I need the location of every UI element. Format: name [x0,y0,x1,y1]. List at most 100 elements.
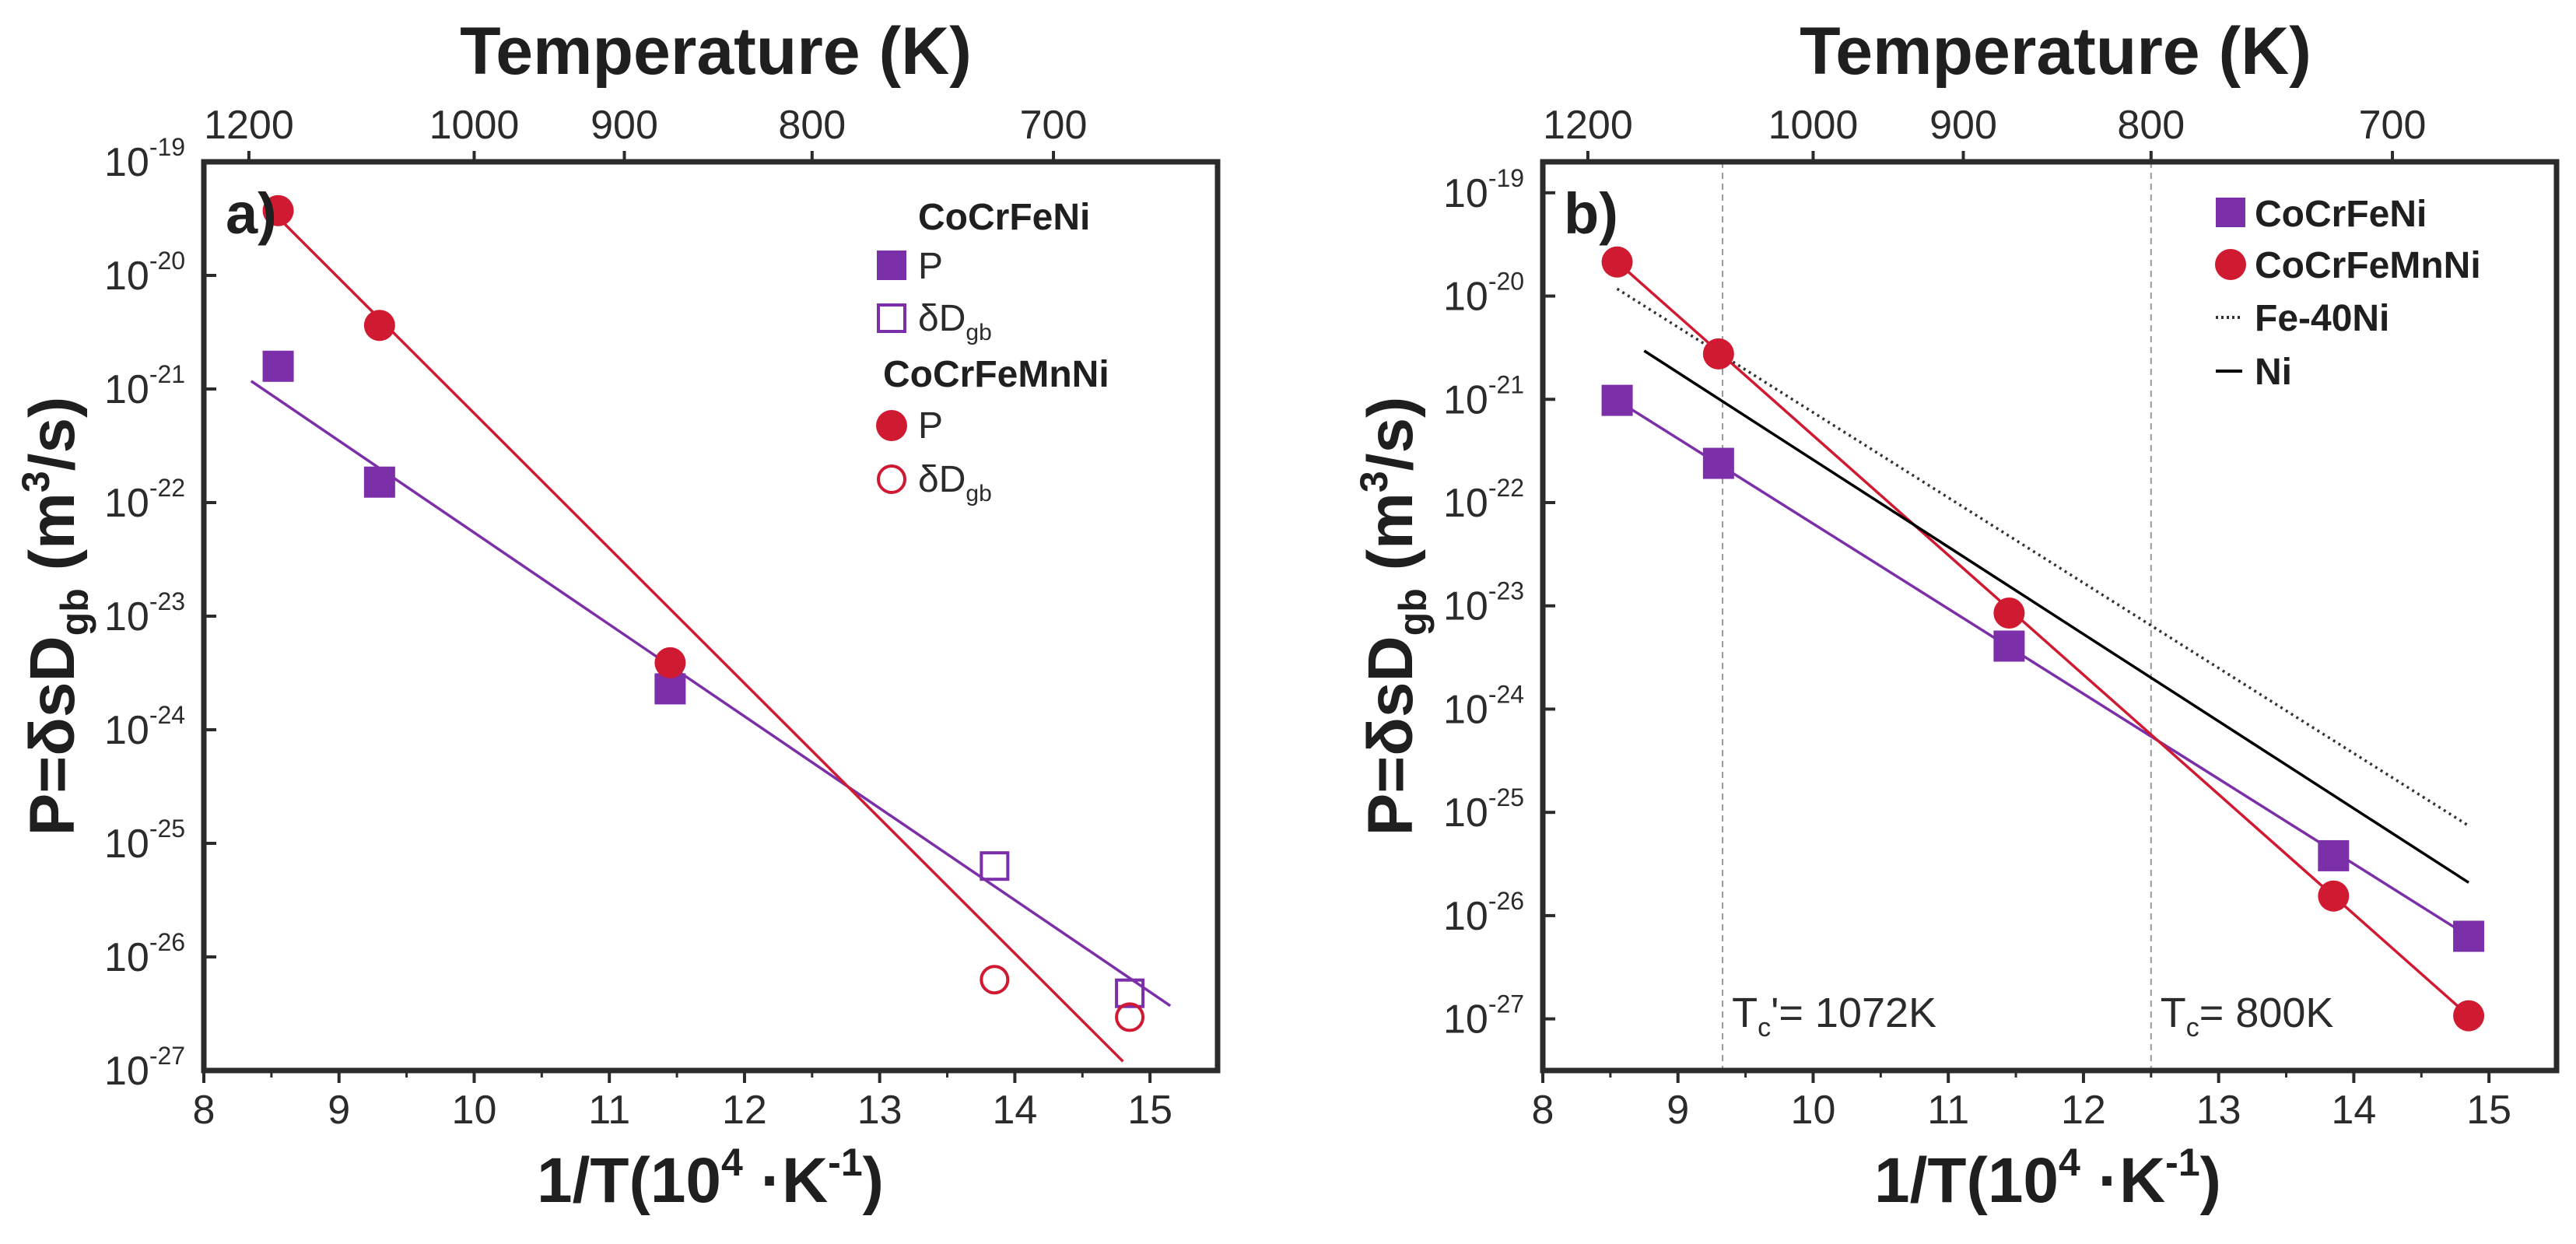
x-tick-label: 13 [857,1088,902,1133]
panel-b-label: b) [1564,181,1618,246]
open-square-data-point [980,851,1010,881]
x-tick-label: 9 [1667,1088,1689,1133]
fit-line [250,380,1172,1007]
square-data-point [262,350,294,382]
x-tick-label: 12 [2061,1088,2106,1133]
legend-filled-circle-marker [876,410,907,441]
top-tick-label: 700 [1020,103,1088,148]
panel-b: Temperature (K) 1200 1000 900 800 700 8 9 10 11… [1352,14,2560,1216]
y-tick-label: 10-23 [1443,577,1524,629]
open-circle-data-point [1115,1002,1145,1032]
top-tick-label: 1200 [1543,103,1633,148]
panel-a-plot-frame [201,159,1221,1074]
y-tick-label: 10-22 [104,474,185,526]
x-tick-label: 15 [2466,1088,2511,1133]
square-data-point [363,466,395,498]
panel-b-y-axis-title: P=δsDgb (m3/s) [1352,397,1435,836]
legend-cocrfemnni-label: CoCrFeMnNi [2255,245,2481,286]
square-data-point [2453,920,2485,952]
tc-prime-annotation: Tc'= 1072K [1732,990,1936,1043]
tc-annotation: Tc= 800K [2161,990,2334,1043]
circle-data-point [363,310,395,342]
legend-cocrfeni-dgb-label: δDgb [918,298,992,345]
panel-b-x-tick-labels: 8 9 10 11 12 13 14 15 [1532,1088,2512,1133]
panel-b-top-axis-title: Temperature (K) [1800,14,2311,89]
panel-b-x-axis-title: 1/T(104 ·K-1) [1874,1141,2221,1216]
x-tick-label: 11 [1927,1088,1969,1133]
y-tick-label: 10-27 [1443,990,1524,1043]
y-tick-label: 10-19 [1443,164,1524,216]
x-tick-label: 12 [722,1088,767,1133]
open-square-data-point [1115,978,1145,1008]
top-tick-label: 1200 [204,103,294,148]
y-tick-label: 10-23 [104,587,185,640]
x-tick-label: 8 [193,1088,216,1133]
x-tick-label: 14 [2331,1088,2376,1133]
y-tick-label: 10-26 [1443,887,1524,939]
panel-b-y-tick-labels: 10-27 10-26 10-25 10-24 10-23 10-22 10-21 10-20… [1443,164,1524,1043]
legend-filled-square-marker [877,251,906,280]
y-tick-label: 10-24 [1443,680,1524,732]
legend-group-cocrfeni-title: CoCrFeNi [918,197,1090,238]
legend-cocrfeni-p-label: P [918,246,943,287]
panel-a-top-axis-title: Temperature (K) [460,14,972,89]
circle-data-point [1702,338,1734,370]
legend-cocrfemnni-marker [2215,249,2246,280]
legend-group-cocrfemnni-title: CoCrFeMnNi [883,354,1109,395]
reference-line [1616,287,2470,827]
panel-b-top-tick-labels: 1200 1000 900 800 700 [1543,103,2426,148]
top-tick-label: 900 [1929,103,1997,148]
top-tick-label: 900 [591,103,658,148]
x-tick-label: 9 [328,1088,350,1133]
y-tick-label: 10-20 [1443,268,1524,320]
y-tick-label: 10-26 [104,928,185,980]
legend-open-square-marker [877,303,906,333]
top-tick-label: 700 [2359,103,2427,148]
panel-a-x-tick-labels: 8 9 10 11 12 13 14 15 [193,1088,1173,1133]
reference-line [1643,349,2470,884]
panel-a-data-points [262,194,1145,1032]
y-tick-label: 10-19 [104,133,185,185]
legend-cocrfemnni-dgb-label: δDgb [918,459,992,506]
panel-a-y-tick-labels: 10-27 10-26 10-25 10-24 10-23 10-22 10-21 10-20… [104,133,185,1094]
top-tick-label: 1000 [1768,103,1859,148]
x-tick-label: 13 [2196,1088,2241,1133]
legend-cocrfeni-marker [2216,198,2245,227]
square-data-point [1702,447,1734,479]
y-tick-label: 10-22 [1443,474,1524,526]
fit-line [284,223,1124,1063]
panel-b-tc-guide-lines [1722,162,2152,1071]
panel-a-y-axis-title: P=δsDgb (m3/s) [14,397,96,836]
x-tick-label: 8 [1532,1088,1554,1133]
legend-ni-label: Ni [2255,352,2292,393]
square-data-point [654,673,686,705]
panel-b-legend: CoCrFeNi CoCrFeMnNi Fe-40Ni Ni [2215,194,2481,393]
square-data-point [2318,839,2350,871]
panel-a-label: a) [226,181,277,246]
y-tick-label: 10-25 [104,815,185,867]
circle-data-point [1993,597,2025,629]
x-tick-label: 15 [1127,1088,1172,1133]
y-tick-label: 10-25 [1443,783,1524,836]
circle-data-point [262,194,294,226]
y-tick-label: 10-20 [104,247,185,299]
legend-cocrfemnni-p-label: P [918,405,943,447]
y-tick-label: 10-21 [1443,370,1524,422]
panel-a-fit-lines [250,223,1172,1063]
x-tick-label: 11 [588,1088,630,1133]
x-tick-label: 10 [1791,1088,1836,1133]
panel-b-data-points [1601,246,2485,1032]
panel-a-top-tick-labels: 1200 1000 900 800 700 [204,103,1087,148]
x-tick-label: 10 [452,1088,497,1133]
panel-a-legend: CoCrFeNi P δDgb CoCrFeMnNi P δDgb [876,197,1109,506]
panel-b-plot-frame [1540,159,2560,1074]
y-tick-label: 10-21 [104,360,185,412]
panel-a: Temperature (K) 1200 1000 900 800 700 8 9 10 11… [14,14,1221,1216]
x-tick-label: 14 [992,1088,1037,1133]
top-tick-label: 1000 [429,103,520,148]
legend-cocrfeni-label: CoCrFeNi [2255,194,2427,235]
circle-data-point [654,647,686,678]
legend-fe40ni-label: Fe-40Ni [2255,298,2389,339]
open-circle-data-point [980,965,1010,995]
